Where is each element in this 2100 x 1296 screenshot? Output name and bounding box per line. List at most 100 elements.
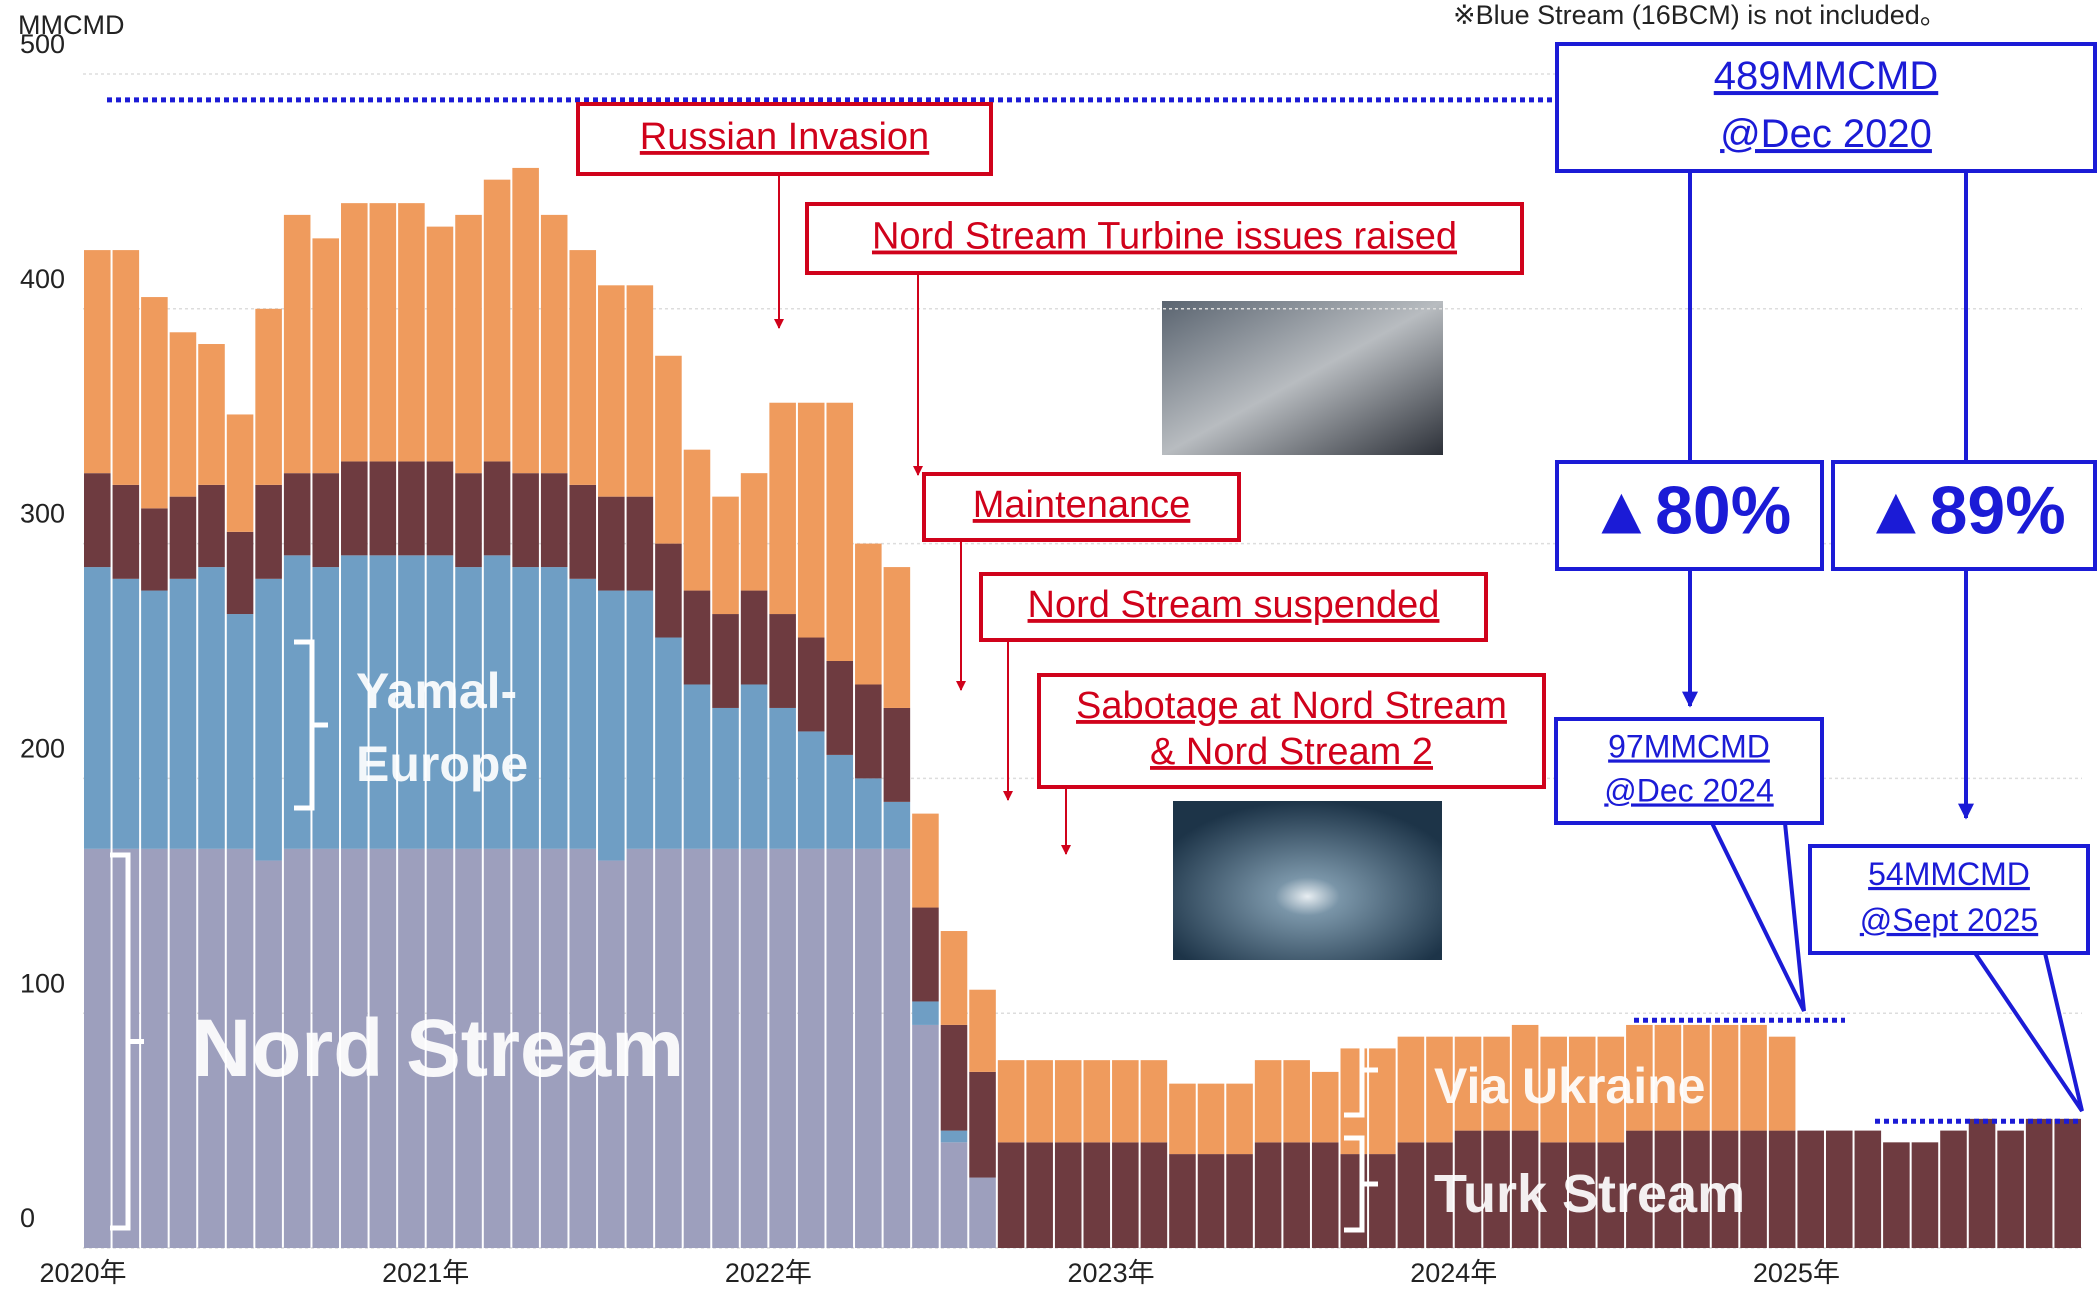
- bar-segment: [1854, 1130, 1882, 1248]
- bar-segment: [912, 907, 939, 1002]
- bracket: [110, 852, 144, 1231]
- bar-segment: [740, 848, 768, 1248]
- bar-segment: [1311, 1142, 1339, 1248]
- bar-segment: [1454, 1130, 1482, 1248]
- annotation-box: [805, 202, 1524, 275]
- bar-segment: [655, 543, 682, 638]
- bar-segment: [797, 731, 825, 849]
- annotation-text: Sabotage at Nord Stream: [1076, 685, 1507, 727]
- bar-segment: [1026, 1142, 1053, 1248]
- x-tick-label: 2023年: [1068, 1258, 1155, 1288]
- x-tick-label: 2025年: [1753, 1258, 1840, 1288]
- bar-segment: [1911, 1142, 1939, 1248]
- bar-segment: [797, 402, 825, 638]
- bar-segment: [426, 848, 454, 1248]
- photo: [1173, 801, 1442, 960]
- bar-segment: [1197, 1154, 1225, 1248]
- bar-segment: [883, 567, 911, 708]
- bar-segment: [826, 848, 854, 1248]
- y-tick-label: 300: [20, 499, 65, 529]
- bar-segment: [626, 848, 654, 1248]
- bar-segment: [940, 1024, 968, 1131]
- bar-segment: [283, 214, 311, 474]
- annotation-text: Nord Stream Turbine issues raised: [872, 216, 1457, 258]
- bar-segment: [969, 1071, 996, 1178]
- bar-segment: [969, 989, 996, 1072]
- bar-segment: [855, 848, 882, 1248]
- bar-segment: [1626, 1130, 1653, 1248]
- bar-segment: [1597, 1036, 1625, 1143]
- bar-segment: [112, 250, 140, 485]
- callout-text: @Sept 2025: [1860, 902, 2038, 938]
- bar-segment: [826, 661, 854, 755]
- bar-segment: [398, 555, 425, 849]
- callout-box: [1808, 844, 2090, 955]
- bar-segment: [1883, 1142, 1910, 1248]
- series-label: Turk Stream: [1434, 1164, 1746, 1224]
- bar-segment: [797, 848, 825, 1248]
- bar-segment: [1711, 1130, 1739, 1248]
- annotation-text: Russian Invasion: [640, 116, 929, 158]
- bar-segment: [1140, 1142, 1168, 1248]
- bar-segment: [369, 203, 397, 462]
- bar-segment: [84, 567, 111, 849]
- bar-segment: [1026, 1060, 1053, 1143]
- bar-segment: [855, 543, 882, 685]
- bar-segment: [283, 555, 311, 849]
- bar-segment: [1825, 1130, 1853, 1248]
- bar-segment: [855, 684, 882, 779]
- bar-segment: [1654, 1130, 1682, 1248]
- bar-segment: [141, 297, 168, 509]
- bar-segment: [1683, 1130, 1710, 1248]
- bar-segment: [1483, 1130, 1510, 1248]
- callout-box: [1555, 460, 1824, 571]
- bar-segment: [1283, 1142, 1310, 1248]
- bar-segment: [1626, 1024, 1653, 1131]
- bar-segment: [883, 707, 911, 802]
- bar-segment: [1568, 1142, 1596, 1248]
- bar-segment: [1426, 1142, 1453, 1248]
- bar-segment: [1169, 1154, 1196, 1248]
- annotation-text: & Nord Stream 2: [1150, 731, 1433, 773]
- bar-segment: [312, 238, 340, 474]
- bar-segment: [1683, 1024, 1710, 1131]
- bar-segment: [769, 707, 796, 849]
- bar-segment: [1140, 1060, 1168, 1143]
- bar-segment: [940, 1142, 968, 1248]
- bar-segment: [1426, 1036, 1453, 1143]
- bar-segment: [569, 484, 597, 579]
- bar-segment: [255, 578, 282, 861]
- bar-segment: [569, 250, 597, 485]
- bar-segment: [1397, 1142, 1425, 1248]
- bar-segment: [655, 355, 682, 544]
- bar-segment: [455, 848, 482, 1248]
- bar-segment: [1226, 1083, 1253, 1155]
- bar-segment: [912, 1001, 939, 1025]
- callout-box: [1555, 42, 2097, 173]
- bar-segment: [683, 848, 711, 1248]
- bar-segment: [740, 473, 768, 591]
- callout-box: [1831, 460, 2097, 571]
- bar-segment: [769, 402, 796, 615]
- bar-segment: [1169, 1083, 1196, 1155]
- bar-segment: [255, 484, 282, 579]
- bar-segment: [598, 860, 625, 1248]
- bar-segment: [1740, 1130, 1767, 1248]
- bar-segment: [655, 637, 682, 849]
- bar-segment: [341, 203, 368, 462]
- y-tick-label: 100: [20, 968, 65, 998]
- bar-segment: [1797, 1130, 1824, 1248]
- bar-segment: [826, 754, 854, 849]
- bar-segment: [626, 496, 654, 591]
- bar-segment: [997, 1142, 1025, 1248]
- note: ※Blue Stream (16BCM) is not included。: [1453, 0, 1947, 30]
- bar-segment: [2025, 1118, 2053, 1248]
- bar-segment: [797, 637, 825, 732]
- bar-segment: [1940, 1130, 1967, 1248]
- callout-text: @Dec 2024: [1604, 772, 1773, 808]
- bar-segment: [1254, 1060, 1282, 1143]
- bar-segment: [1568, 1036, 1596, 1143]
- callout-text: 97MMCMD: [1608, 728, 1770, 764]
- y-tick-label: 500: [20, 29, 65, 59]
